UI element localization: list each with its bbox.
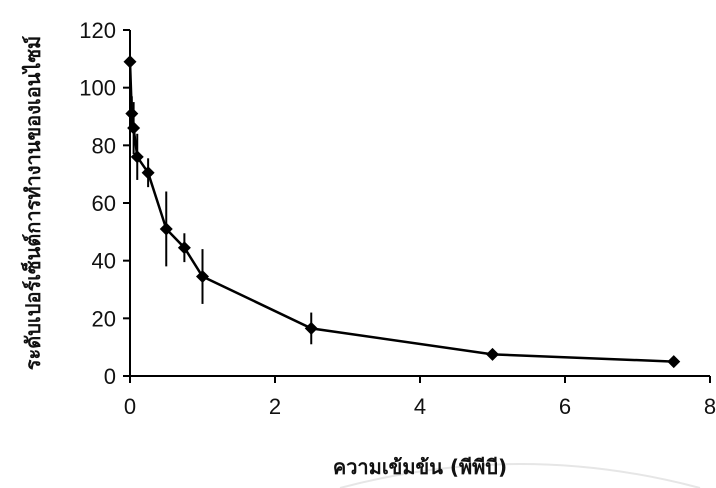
x-tick-label: 2 [269,394,281,419]
x-axis-title: ความเข้มข้น (พีพีบี) [333,455,507,479]
series-line [128,61,674,363]
data-point-diamond [304,321,318,335]
data-point-diamond [125,107,139,121]
data-point-diamond [667,355,681,369]
y-ticks: 0 20 40 60 80 100 120 [79,18,130,389]
data-point-diamond [486,347,499,361]
y-axis-title: ระดับเปอร์เซ็นต์การทำงานของเอนไซม์ [20,36,45,370]
y-tick-label: 20 [92,306,116,331]
watermark-arc [339,463,701,488]
data-point-diamond [141,166,155,180]
y-tick-label: 40 [92,249,116,274]
data-point-diamond [123,55,137,69]
y-tick-label: 80 [92,133,116,158]
data-point-diamond [196,270,209,284]
y-tick-label: 120 [79,18,116,43]
y-tick-label: 100 [79,76,116,101]
x-tick-label: 4 [414,394,426,419]
x-ticks: 0 2 4 6 8 [124,376,716,419]
data-point-diamond [177,241,191,255]
data-point-diamond [130,150,144,164]
axes [129,30,710,377]
error-bars [129,32,675,365]
x-tick-label: 8 [704,394,716,419]
x-tick-label: 0 [124,394,136,419]
data-point-diamond [159,222,173,236]
y-tick-label: 60 [92,191,116,216]
data-point-diamond [127,121,141,135]
y-tick-label: 0 [104,364,116,389]
data-points [123,55,681,369]
x-tick-label: 6 [559,394,571,419]
